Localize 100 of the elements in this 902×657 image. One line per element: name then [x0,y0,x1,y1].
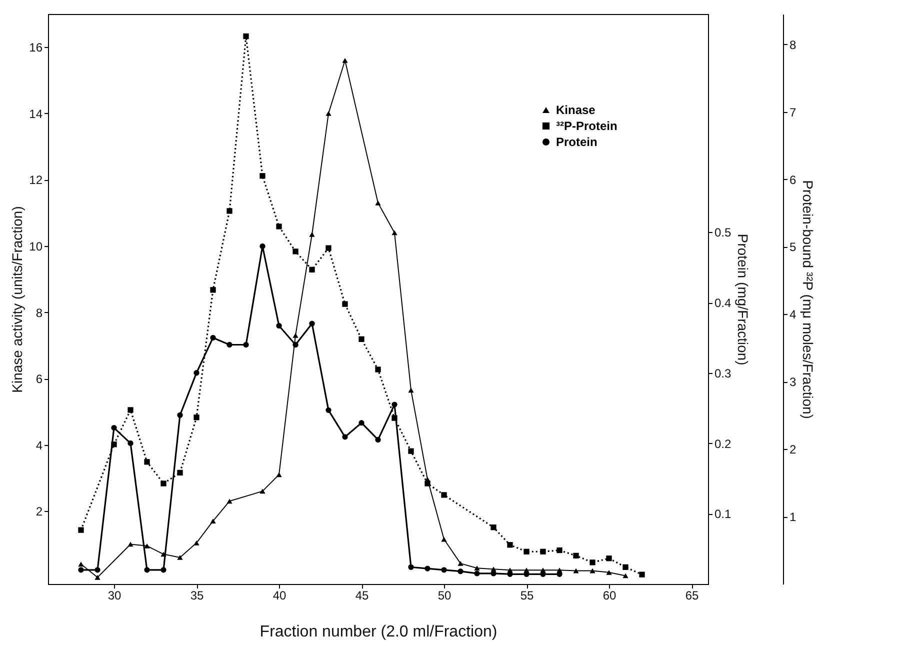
point [622,564,628,570]
point [573,568,579,574]
point [177,555,183,560]
point [474,566,480,571]
y3-tick-label: 1 [790,510,796,524]
point [292,248,298,254]
point [177,470,183,476]
x-tick-label: 40 [272,588,286,602]
point [424,480,430,486]
y2-tick-label: 0.3 [714,366,732,380]
point [243,342,249,348]
point [276,322,282,329]
y-tick-label: 2 [36,504,43,519]
x-tick-label: 30 [108,588,122,602]
point [590,560,596,566]
y2-axis-title: Protein (mg/Fraction) [735,234,752,366]
point [276,224,282,230]
point [342,434,348,440]
point [458,561,464,566]
legend-label: ³²P-Protein [556,119,618,133]
point [590,568,596,574]
point [210,518,216,524]
point [226,342,232,348]
point [194,370,200,376]
y-tick-label: 10 [29,239,43,254]
point [326,245,332,251]
point [309,320,315,326]
point [358,420,364,426]
y3-tick-label: 8 [790,38,796,52]
point [441,492,447,498]
point [78,562,84,567]
point [639,572,645,578]
point [540,548,546,554]
point [210,334,216,341]
x-tick-label: 60 [602,588,616,602]
legend-label: Kinase [556,103,596,117]
point [177,412,183,418]
point [78,527,84,533]
point [160,567,166,573]
point [524,548,530,554]
point [408,388,414,393]
y3-tick-label: 6 [790,172,796,187]
point [144,567,150,573]
point [375,436,381,443]
point [243,33,249,40]
point [326,407,332,414]
y3-tick-label: 3 [790,375,796,390]
y3-tick-label: 2 [790,442,796,457]
point [128,407,134,413]
point [375,200,381,206]
point [226,208,232,214]
point [573,552,579,558]
point [326,110,332,116]
point [309,232,315,237]
x-tick-label: 45 [355,588,369,602]
point [474,570,480,576]
point [260,488,266,494]
point [342,301,348,307]
x-tick-label: 50 [438,588,452,602]
x-axis-title: Fraction number (2.0 ml/Fraction) [260,624,498,640]
point [276,472,282,478]
point [507,542,513,548]
point [292,342,298,348]
point [226,498,232,504]
point [375,366,381,372]
y3-tick-label: 7 [790,105,796,120]
x-tick-label: 55 [520,588,534,602]
y-axis-title: Kinase activity (units/Fraction) [9,206,26,393]
y-tick-label: 14 [29,106,43,121]
point [260,173,266,179]
point [358,336,364,342]
x-tick-label: 35 [190,588,204,602]
point [490,524,496,530]
y-tick-label: 4 [36,438,43,452]
point [408,448,414,454]
point [111,424,117,431]
point [606,556,612,562]
y-tick-label: 12 [29,173,43,188]
y-tick-label: 16 [29,40,43,55]
point [392,402,398,408]
point [556,547,562,554]
y-tick-label: 8 [36,306,43,320]
y3-axis-title: Protein-bound ³²P (mμ moles/Fraction) [800,180,816,419]
point [309,266,315,272]
point [622,573,628,578]
point [408,564,414,570]
point [144,543,150,548]
point [424,566,430,572]
y2-tick-label: 0.2 [714,436,732,451]
point [144,459,150,465]
point [194,414,200,420]
point [441,567,447,573]
point [342,58,348,63]
point [210,287,216,293]
point [94,574,100,580]
point [260,243,266,250]
point [606,570,612,575]
y3-tick-label: 4 [790,308,796,322]
y2-tick-label: 0.1 [714,507,732,522]
point [458,568,464,574]
